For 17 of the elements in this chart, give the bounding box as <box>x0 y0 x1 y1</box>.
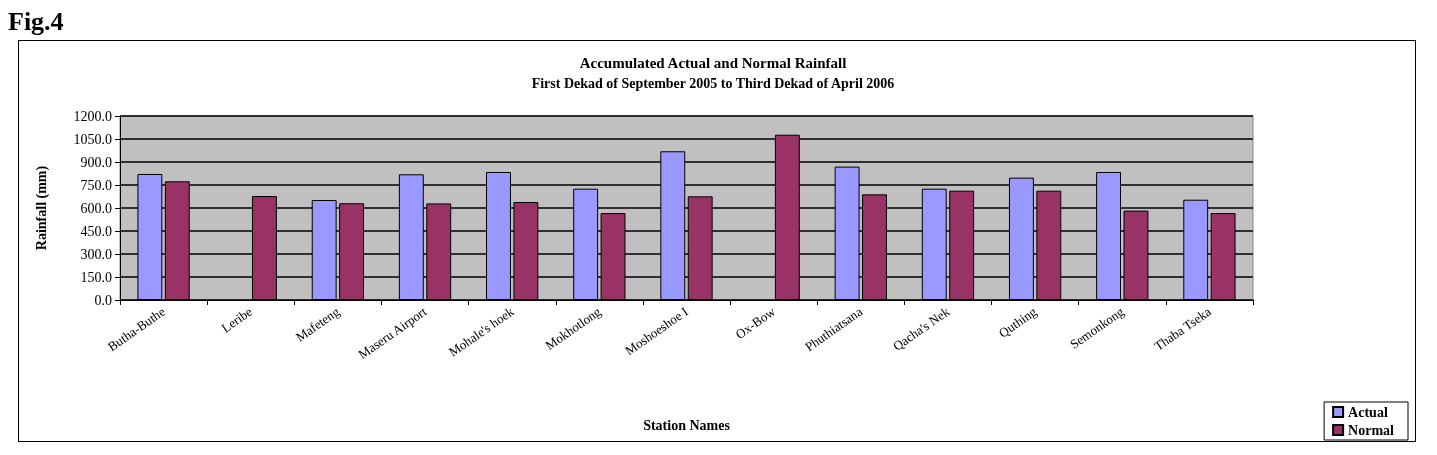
y-tick-label: 300.0 <box>80 246 112 262</box>
caption: Fig.4 <box>8 6 64 36</box>
legend-label: Actual <box>1348 404 1388 420</box>
y-tick-label: 750.0 <box>80 177 112 193</box>
y-tick-label: 450.0 <box>80 223 112 239</box>
y-tick-label: 1050.0 <box>73 131 112 147</box>
y-tick-label: 600.0 <box>80 200 112 216</box>
y-tick-label: 1200.0 <box>73 108 112 124</box>
y-axis-title: Rainfall (mm) <box>33 165 50 251</box>
y-tick-label: 900.0 <box>80 154 112 170</box>
y-tick-label: 0.0 <box>94 292 112 308</box>
chart-title: Accumulated Actual and Normal Rainfall <box>579 54 847 71</box>
y-tick-label: 150.0 <box>80 269 112 285</box>
chart-subtitle: First Dekad of September 2005 to Third Dekad of April 2006 <box>531 75 895 91</box>
legend-label: Normal <box>1348 422 1395 438</box>
x-axis-title: Station Names <box>643 417 731 433</box>
x-tick-label: Thaba Tseka <box>1151 303 1214 354</box>
